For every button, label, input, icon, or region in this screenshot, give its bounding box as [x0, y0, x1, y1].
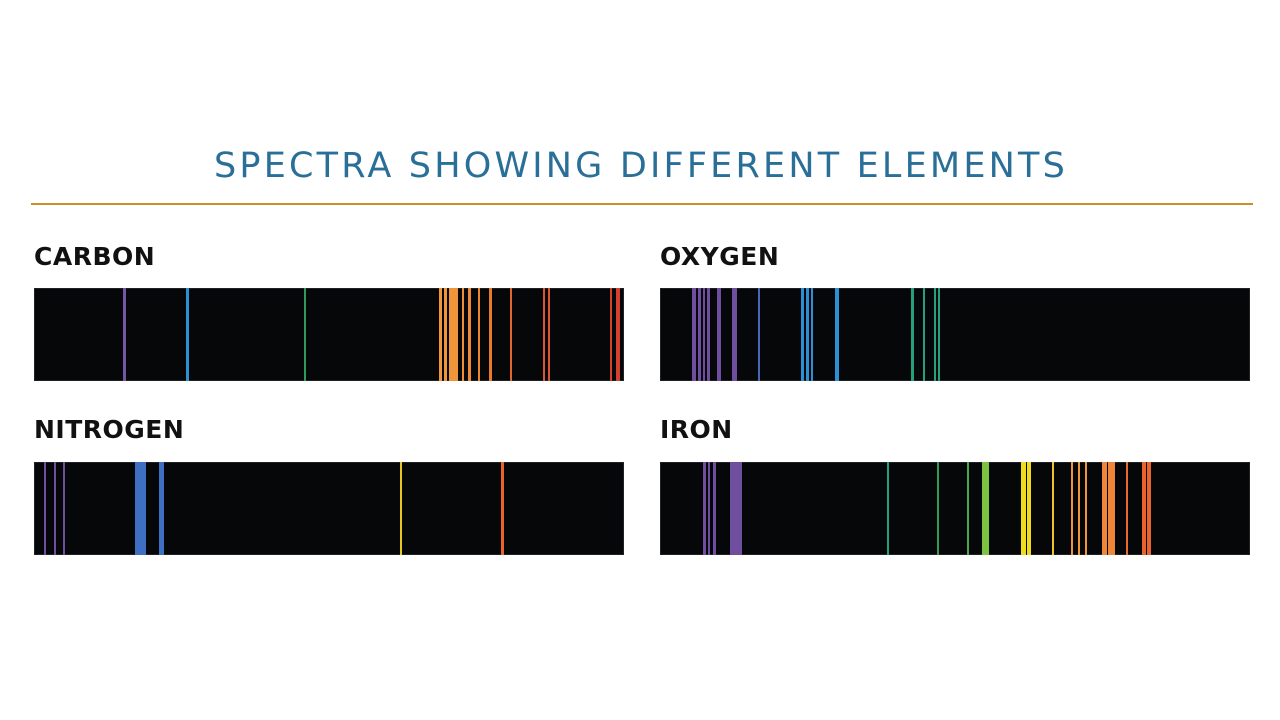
iron-emission-line — [1142, 462, 1146, 555]
oxygen-emission-line — [707, 288, 710, 381]
iron-label: IRON — [660, 415, 733, 444]
iron-emission-line — [1052, 462, 1054, 555]
carbon-emission-line — [468, 288, 471, 381]
oxygen-emission-line — [923, 288, 925, 381]
iron-emission-line — [1085, 462, 1087, 555]
oxygen-label: OXYGEN — [660, 242, 780, 271]
nitrogen-emission-line — [400, 462, 402, 555]
oxygen-emission-line — [758, 288, 760, 381]
iron-emission-line — [967, 462, 969, 555]
carbon-emission-line — [444, 288, 447, 381]
carbon-emission-line — [616, 288, 620, 381]
carbon-emission-line — [489, 288, 492, 381]
iron-emission-line — [937, 462, 939, 555]
iron-emission-line — [1071, 462, 1073, 555]
iron-emission-line — [982, 462, 989, 555]
carbon-emission-line — [510, 288, 512, 381]
carbon-emission-line — [186, 288, 189, 381]
oxygen-spectrum — [660, 288, 1250, 381]
iron-emission-line — [1021, 462, 1026, 555]
nitrogen-emission-line — [63, 462, 65, 555]
oxygen-emission-line — [801, 288, 804, 381]
oxygen-emission-line — [717, 288, 721, 381]
carbon-emission-line — [478, 288, 480, 381]
iron-emission-line — [713, 462, 716, 555]
carbon-emission-line — [548, 288, 550, 381]
oxygen-emission-line — [938, 288, 940, 381]
carbon-spectrum — [34, 288, 624, 381]
oxygen-emission-line — [911, 288, 914, 381]
iron-emission-line — [1147, 462, 1151, 555]
oxygen-emission-line — [698, 288, 701, 381]
oxygen-emission-line — [835, 288, 839, 381]
iron-emission-line — [1078, 462, 1080, 555]
nitrogen-label: NITROGEN — [34, 415, 185, 444]
nitrogen-spectrum — [34, 462, 624, 555]
iron-emission-line — [703, 462, 706, 555]
oxygen-emission-line — [806, 288, 809, 381]
carbon-emission-line — [439, 288, 442, 381]
iron-emission-line — [1027, 462, 1031, 555]
nitrogen-emission-line — [501, 462, 504, 555]
carbon-emission-line — [304, 288, 306, 381]
nitrogen-emission-line — [54, 462, 56, 555]
nitrogen-emission-line — [159, 462, 164, 555]
iron-emission-line — [1126, 462, 1128, 555]
carbon-emission-line — [449, 288, 458, 381]
oxygen-emission-line — [934, 288, 936, 381]
iron-emission-line — [708, 462, 710, 555]
iron-emission-line — [730, 462, 742, 555]
carbon-emission-line — [543, 288, 545, 381]
iron-emission-line — [887, 462, 889, 555]
nitrogen-emission-line — [44, 462, 46, 555]
oxygen-emission-line — [732, 288, 737, 381]
iron-spectrum — [660, 462, 1250, 555]
iron-emission-line — [1102, 462, 1107, 555]
oxygen-emission-line — [811, 288, 813, 381]
carbon-emission-line — [462, 288, 464, 381]
carbon-label: CARBON — [34, 242, 156, 271]
oxygen-emission-line — [703, 288, 705, 381]
iron-emission-line — [1108, 462, 1115, 555]
carbon-emission-line — [610, 288, 612, 381]
nitrogen-emission-line — [135, 462, 146, 555]
page-title: SPECTRA SHOWING DIFFERENT ELEMENTS — [213, 146, 1069, 186]
carbon-emission-line — [123, 288, 126, 381]
title-divider — [31, 203, 1253, 205]
oxygen-emission-line — [692, 288, 696, 381]
